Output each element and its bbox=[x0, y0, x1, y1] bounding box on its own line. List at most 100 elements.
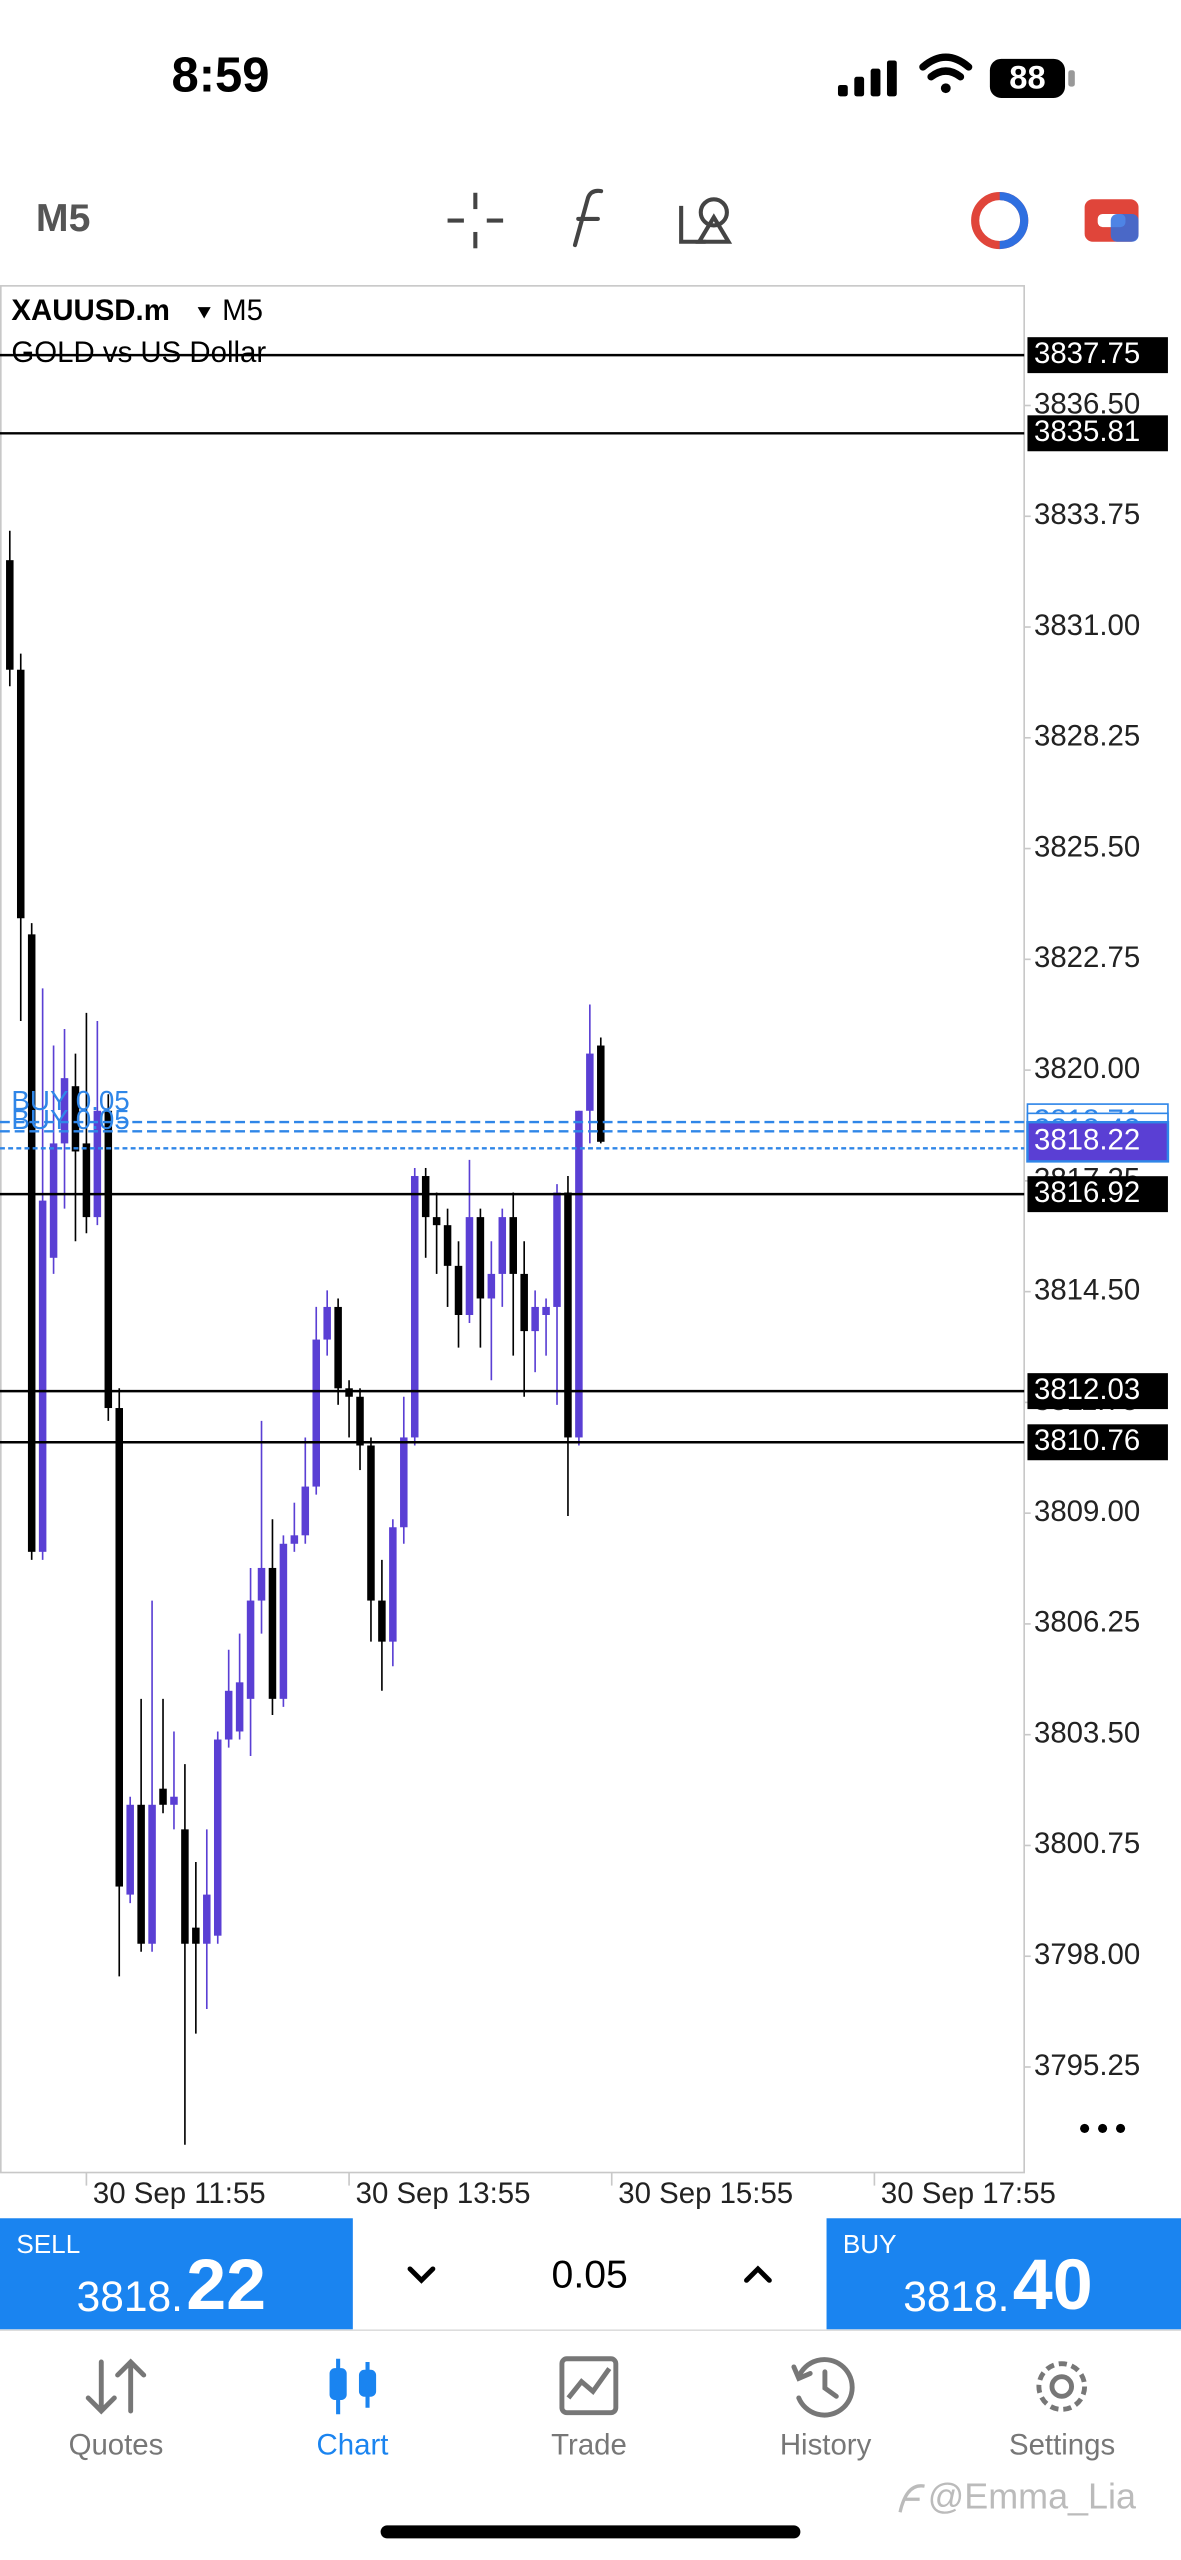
sell-label[interactable]: SELL bbox=[16, 2229, 80, 2259]
candle-body bbox=[487, 1273, 496, 1299]
candle-body bbox=[71, 1086, 80, 1152]
price-line-label: 3835.81 bbox=[1034, 415, 1140, 448]
candle-body bbox=[301, 1486, 310, 1536]
candle-body bbox=[60, 1078, 69, 1144]
y-tick-label: 3820.00 bbox=[1034, 1052, 1140, 1085]
candle-body bbox=[421, 1176, 430, 1218]
plot-area: 3836.50 3833.75 3831.00 3828.25 3825.50 3822.… bbox=[0, 337, 1170, 2210]
tab-label[interactable]: Settings bbox=[1009, 2429, 1115, 2462]
candle-body bbox=[378, 1600, 386, 1642]
volume-increase[interactable] bbox=[744, 2265, 772, 2283]
price-line-box bbox=[1027, 1176, 1168, 1213]
candle-body bbox=[49, 1143, 58, 1258]
candle-body bbox=[290, 1535, 299, 1544]
candle-body bbox=[279, 1543, 288, 1699]
candle-body bbox=[367, 1445, 375, 1601]
history-icon[interactable] bbox=[791, 2357, 855, 2418]
price-line-box bbox=[1027, 415, 1168, 452]
candle-body bbox=[356, 1396, 364, 1446]
y-tick-label: 3800.75 bbox=[1034, 1827, 1140, 1860]
candle-body bbox=[443, 1225, 452, 1266]
price-line-box bbox=[1027, 1424, 1168, 1461]
symbol-dropdown-arrow[interactable] bbox=[197, 307, 211, 319]
candle-body bbox=[410, 1176, 419, 1438]
candle-body bbox=[93, 1110, 102, 1218]
price-line-label: 3816.92 bbox=[1034, 1176, 1140, 1209]
sell-price-main[interactable]: 3818. bbox=[77, 2273, 183, 2320]
candle-body bbox=[454, 1265, 463, 1315]
candle-body bbox=[432, 1217, 441, 1226]
price-line-label: 3812.03 bbox=[1034, 1373, 1140, 1406]
candle-body bbox=[224, 1690, 233, 1740]
signal-icon bbox=[837, 60, 897, 97]
quotes-icon[interactable] bbox=[85, 2358, 147, 2415]
candle-body bbox=[27, 934, 36, 1552]
candle-body bbox=[213, 1739, 222, 1936]
candle-body bbox=[586, 1053, 594, 1111]
candle-body bbox=[6, 560, 14, 670]
buy-price-main[interactable]: 3818. bbox=[903, 2273, 1009, 2320]
y-tick-label: 3809.00 bbox=[1034, 1495, 1140, 1528]
buy-button[interactable] bbox=[826, 2218, 1181, 2330]
toolbar-timeframe[interactable]: M5 bbox=[36, 197, 90, 240]
watermark-logo bbox=[898, 2484, 925, 2513]
x-tick-label: 30 Sep 11:55 bbox=[93, 2177, 266, 2210]
candle-body bbox=[345, 1388, 353, 1397]
candle-body bbox=[564, 1192, 572, 1438]
indicators-button[interactable] bbox=[572, 188, 604, 248]
y-tick-label: 3803.50 bbox=[1034, 1716, 1140, 1749]
trade-signals-button[interactable] bbox=[971, 191, 1029, 250]
tab-label[interactable]: History bbox=[780, 2429, 872, 2462]
settings-icon[interactable] bbox=[1036, 2361, 1088, 2412]
candle-body bbox=[575, 1110, 583, 1438]
candle-body bbox=[498, 1217, 507, 1274]
y-tick-label: 3825.50 bbox=[1034, 830, 1140, 863]
y-tick-label: 3833.75 bbox=[1034, 498, 1140, 531]
candle-body bbox=[476, 1217, 485, 1299]
x-tick-label: 30 Sep 15:55 bbox=[618, 2177, 793, 2210]
y-tick-label: 3798.00 bbox=[1034, 1938, 1140, 1971]
tab-label[interactable]: Quotes bbox=[69, 2429, 164, 2462]
symbol-name[interactable]: XAUUSD.m bbox=[11, 294, 169, 327]
candle-body bbox=[389, 1527, 397, 1642]
candle-body bbox=[159, 1788, 167, 1805]
battery bbox=[989, 58, 1066, 99]
sell-price-big[interactable]: 22 bbox=[186, 2245, 266, 2325]
objects-button[interactable] bbox=[679, 197, 733, 244]
candle-body bbox=[126, 1804, 134, 1895]
candle-body bbox=[520, 1273, 528, 1332]
trade-icon[interactable] bbox=[559, 2356, 619, 2416]
tab-label[interactable]: Chart bbox=[317, 2429, 389, 2462]
volume-decrease[interactable] bbox=[407, 2266, 436, 2284]
buy-price-big[interactable]: 40 bbox=[1013, 2245, 1093, 2325]
chart-icon[interactable] bbox=[329, 2358, 377, 2415]
wifi-icon bbox=[919, 53, 973, 94]
buy-label[interactable]: BUY bbox=[843, 2229, 897, 2259]
candle-body bbox=[137, 1804, 145, 1944]
tab-label[interactable]: Trade bbox=[551, 2429, 627, 2462]
candle-body bbox=[323, 1306, 331, 1340]
y-tick-label: 3831.00 bbox=[1034, 609, 1140, 642]
sell-button[interactable] bbox=[0, 2218, 353, 2330]
chart-timeframe: M5 bbox=[222, 294, 263, 327]
order-label[interactable]: BUY 0.05 bbox=[11, 1104, 129, 1135]
symbol-description: GOLD vs US Dollar bbox=[11, 336, 266, 369]
candle-body bbox=[115, 1408, 124, 1887]
crosshair-button[interactable] bbox=[447, 192, 504, 249]
candle-body bbox=[170, 1796, 178, 1805]
candle-body bbox=[203, 1894, 211, 1944]
candle-body bbox=[531, 1306, 539, 1332]
candle-body bbox=[82, 1143, 91, 1218]
more-button[interactable] bbox=[1080, 2123, 1126, 2133]
account-button[interactable] bbox=[1084, 199, 1139, 242]
candle-body bbox=[553, 1192, 561, 1307]
candle-body bbox=[465, 1217, 474, 1315]
order-label[interactable]: BUY 0.05 bbox=[11, 1085, 129, 1116]
status-time: 8:59 bbox=[171, 48, 269, 102]
candle-body bbox=[104, 1110, 113, 1409]
y-tick-label: 3822.75 bbox=[1034, 941, 1140, 974]
candle-body bbox=[257, 1567, 266, 1601]
volume-value[interactable]: 0.05 bbox=[552, 2253, 628, 2296]
price-line-label: 3837.75 bbox=[1034, 337, 1140, 370]
